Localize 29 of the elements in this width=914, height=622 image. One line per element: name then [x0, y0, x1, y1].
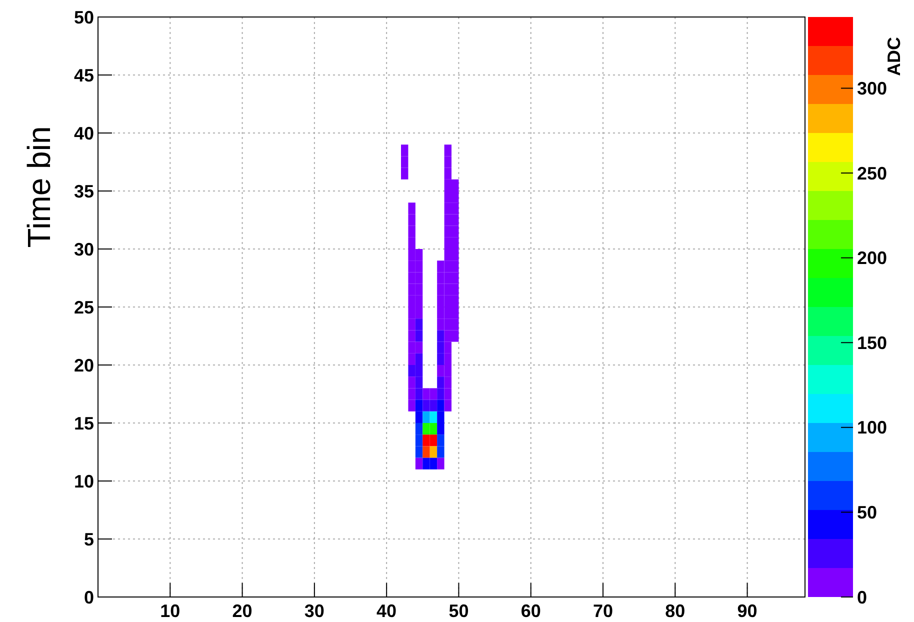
color-bar-label: 150	[857, 332, 888, 353]
y-tick-label: 0	[84, 587, 94, 608]
color-bar-label: 0	[857, 587, 868, 608]
color-bar-label: 250	[857, 163, 888, 184]
color-bar-label: 300	[857, 78, 888, 99]
x-tick-label: 30	[304, 601, 324, 621]
x-tick-label: 70	[592, 601, 614, 621]
x-tick-label: 20	[232, 601, 252, 621]
y-tick-label: 30	[74, 239, 94, 260]
y-tick-label: 40	[74, 123, 94, 144]
color-bar-label: 200	[857, 248, 888, 268]
x-tick-label: 60	[520, 601, 541, 621]
x-tick-label: 90	[737, 601, 758, 621]
color-bar-label: 100	[857, 418, 888, 438]
color-bar-title: ADC	[884, 37, 904, 76]
y-tick-label: 25	[74, 297, 94, 318]
y-tick-label: 35	[74, 181, 94, 202]
y-axis-title: Time bin	[21, 126, 57, 248]
x-tick-label: 10	[160, 601, 180, 621]
x-tick-label: 80	[665, 601, 686, 621]
y-tick-label: 10	[74, 471, 94, 492]
y-tick-label: 50	[74, 7, 94, 28]
y-tick-label: 15	[74, 413, 94, 434]
x-tick-label: 50	[448, 601, 469, 621]
y-tick-label: 20	[74, 355, 94, 376]
x-tick-label: 40	[376, 601, 397, 621]
y-tick-label: 45	[74, 65, 94, 86]
color-bar-label: 50	[857, 502, 878, 523]
y-tick-label: 5	[84, 529, 94, 550]
